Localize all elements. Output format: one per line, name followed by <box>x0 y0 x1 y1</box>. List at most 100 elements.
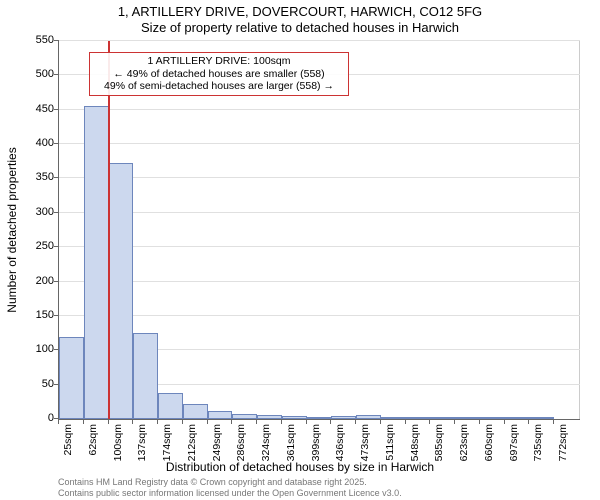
x-tick-mark <box>132 420 133 424</box>
x-tick-label: 62sqm <box>87 424 99 456</box>
y-tick-label: 350 <box>18 171 54 183</box>
x-tick-label: 660sqm <box>483 424 495 461</box>
chart-title-sub: Size of property relative to detached ho… <box>0 20 600 35</box>
x-tick-label: 137sqm <box>136 424 148 461</box>
histogram-bar <box>406 417 431 419</box>
histogram-bar <box>232 414 257 419</box>
x-tick-mark <box>231 420 232 424</box>
x-tick-mark <box>504 420 505 424</box>
x-tick-mark <box>306 420 307 424</box>
gridline <box>59 315 580 316</box>
histogram-bar <box>109 163 134 419</box>
x-tick-label: 361sqm <box>285 424 297 461</box>
gridline <box>59 143 580 144</box>
x-axis-label: Distribution of detached houses by size … <box>0 460 600 474</box>
x-tick-label: 25sqm <box>62 424 74 456</box>
x-tick-mark <box>207 420 208 424</box>
gridline <box>59 212 580 213</box>
x-tick-mark <box>380 420 381 424</box>
x-tick-label: 100sqm <box>112 424 124 461</box>
x-tick-mark <box>330 420 331 424</box>
x-tick-mark <box>108 420 109 424</box>
x-tick-label: 623sqm <box>458 424 470 461</box>
y-tick-label: 500 <box>18 68 54 80</box>
x-tick-label: 324sqm <box>260 424 272 461</box>
x-tick-label: 212sqm <box>186 424 198 461</box>
x-tick-mark <box>355 420 356 424</box>
x-tick-mark <box>182 420 183 424</box>
y-tick-mark <box>54 384 58 385</box>
x-tick-label: 174sqm <box>161 424 173 461</box>
histogram-bar <box>505 417 530 419</box>
y-axis-label: Number of detached properties <box>5 147 19 312</box>
histogram-bar <box>208 411 233 419</box>
gridline <box>59 40 580 41</box>
x-tick-mark <box>83 420 84 424</box>
histogram-bar <box>356 415 381 419</box>
histogram-bar <box>529 417 554 419</box>
x-tick-mark <box>256 420 257 424</box>
gridline <box>59 177 580 178</box>
y-tick-mark <box>54 109 58 110</box>
annotation-line: 1 ARTILLERY DRIVE: 100sqm <box>96 55 342 68</box>
histogram-bar <box>282 416 307 419</box>
x-tick-mark <box>58 420 59 424</box>
y-tick-mark <box>54 246 58 247</box>
x-tick-mark <box>405 420 406 424</box>
y-tick-label: 0 <box>18 412 54 424</box>
property-marker-line <box>108 41 110 419</box>
plot-border-right <box>579 40 580 419</box>
y-tick-label: 150 <box>18 309 54 321</box>
gridline <box>59 246 580 247</box>
x-tick-mark <box>281 420 282 424</box>
y-tick-label: 200 <box>18 275 54 287</box>
x-tick-mark <box>479 420 480 424</box>
x-tick-label: 772sqm <box>557 424 569 461</box>
chart-footer: Contains HM Land Registry data © Crown c… <box>58 477 402 498</box>
plot-area: 1 ARTILLERY DRIVE: 100sqm← 49% of detach… <box>58 40 580 420</box>
x-tick-label: 548sqm <box>409 424 421 461</box>
x-tick-mark <box>528 420 529 424</box>
x-tick-mark <box>157 420 158 424</box>
y-tick-label: 550 <box>18 34 54 46</box>
x-tick-mark <box>429 420 430 424</box>
y-tick-label: 50 <box>18 378 54 390</box>
annotation-line: ← 49% of detached houses are smaller (55… <box>96 68 342 81</box>
histogram-bar <box>84 106 109 419</box>
histogram-bar <box>59 337 84 419</box>
y-tick-mark <box>54 40 58 41</box>
histogram-bar <box>158 393 183 419</box>
x-tick-label: 585sqm <box>433 424 445 461</box>
histogram-bar <box>331 416 356 419</box>
gridline <box>59 109 580 110</box>
y-tick-mark <box>54 418 58 419</box>
x-tick-label: 286sqm <box>235 424 247 461</box>
x-tick-mark <box>454 420 455 424</box>
histogram-bar <box>133 333 158 419</box>
gridline <box>59 281 580 282</box>
histogram-bar <box>257 415 282 419</box>
y-tick-mark <box>54 349 58 350</box>
y-tick-mark <box>54 143 58 144</box>
y-tick-mark <box>54 177 58 178</box>
y-tick-label: 100 <box>18 343 54 355</box>
y-tick-mark <box>54 74 58 75</box>
x-tick-label: 511sqm <box>384 424 396 461</box>
x-tick-label: 436sqm <box>334 424 346 461</box>
histogram-bar <box>307 417 332 419</box>
y-tick-mark <box>54 315 58 316</box>
x-tick-label: 697sqm <box>508 424 520 461</box>
y-tick-label: 300 <box>18 206 54 218</box>
x-tick-label: 473sqm <box>359 424 371 461</box>
histogram-bar <box>183 404 208 419</box>
y-tick-label: 400 <box>18 137 54 149</box>
histogram-bar <box>381 417 406 419</box>
footer-line-1: Contains HM Land Registry data © Crown c… <box>58 477 402 487</box>
annotation-line: 49% of semi-detached houses are larger (… <box>96 80 342 93</box>
y-tick-label: 250 <box>18 240 54 252</box>
y-tick-mark <box>54 281 58 282</box>
x-tick-label: 249sqm <box>211 424 223 461</box>
histogram-bar <box>430 417 455 419</box>
x-tick-label: 399sqm <box>310 424 322 461</box>
y-tick-label: 450 <box>18 103 54 115</box>
